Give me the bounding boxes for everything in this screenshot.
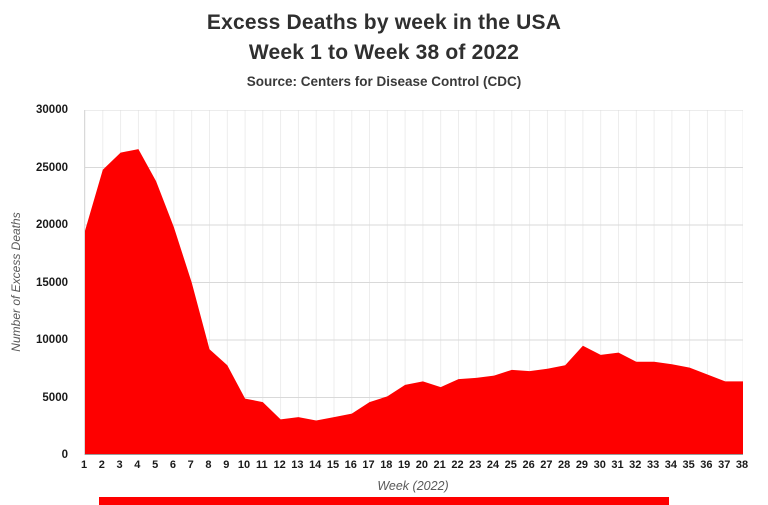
x-tick-label: 33 (646, 459, 660, 471)
x-tick-label: 14 (309, 459, 322, 471)
x-tick-label: 19 (397, 459, 411, 471)
x-tick-label: 2 (98, 459, 105, 471)
x-tick-label: 8 (205, 459, 212, 471)
x-tick-label: 5 (152, 459, 159, 471)
x-tick-label: 11 (256, 459, 268, 471)
x-tick-label: 1 (80, 459, 88, 471)
y-axis-tick-labels: 0 5000 10000 15000 20000 25000 30000 (0, 104, 76, 461)
x-tick-label: 31 (611, 459, 624, 471)
x-tick-label: 36 (700, 459, 713, 471)
x-tick-label: 25 (504, 459, 517, 471)
x-axis-title: Week (2022) (377, 479, 449, 493)
x-tick-label: 9 (223, 459, 230, 471)
x-tick-label: 29 (575, 459, 589, 471)
x-tick-label: 17 (362, 459, 375, 471)
x-tick-label: 37 (718, 459, 731, 471)
chart-header: Excess Deaths by week in the USA Week 1 … (0, 0, 768, 89)
x-tick-label: 35 (682, 459, 695, 471)
x-tick-label: 4 (134, 459, 141, 471)
x-tick-label: 13 (291, 459, 304, 471)
x-tick-label: 23 (469, 459, 482, 471)
excess-deaths-area-series (85, 149, 743, 455)
y-tick-label: 10000 (36, 334, 68, 346)
x-tick-label: 22 (451, 459, 464, 471)
y-tick-label: 25000 (36, 161, 68, 174)
x-tick-label: 34 (664, 459, 677, 471)
y-tick-label: 5000 (42, 391, 68, 404)
x-tick-label: 20 (415, 459, 429, 471)
chart-title-line-1: Excess Deaths by week in the USA (206, 11, 562, 34)
x-tick-label: 38 (735, 459, 749, 471)
y-tick-label: 30000 (36, 104, 68, 116)
excess-deaths-area-chart (85, 110, 743, 455)
x-tick-label: 10 (237, 459, 251, 471)
x-tick-label: 12 (273, 459, 286, 471)
x-tick-label: 18 (380, 459, 393, 471)
x-tick-label: 3 (116, 459, 123, 471)
x-tick-label: 6 (169, 459, 176, 471)
x-tick-label: 24 (486, 459, 500, 471)
x-tick-label: 15 (326, 459, 340, 471)
y-tick-label: 20000 (36, 219, 68, 231)
chart-source-subtitle: Source: Centers for Disease Control (CDC… (246, 73, 522, 89)
x-tick-label: 21 (433, 459, 446, 471)
x-tick-label: 28 (558, 459, 571, 471)
x-axis-tick-labels: 1 2 3 4 5 6 7 8 9 10 11 12 13 14 15 16 17 18 19 20 21 22 23 24 2… (80, 459, 748, 473)
x-tick-label: 30 (593, 459, 606, 471)
x-tick-label: 7 (187, 459, 194, 471)
x-tick-label: 16 (344, 459, 357, 471)
footer-red-bar (99, 497, 669, 505)
chart-title-line-2: Week 1 to Week 38 of 2022 (248, 41, 520, 65)
x-tick-label: 32 (629, 459, 642, 471)
y-tick-label: 0 (61, 449, 68, 461)
plot-area (84, 110, 743, 455)
x-tick-label: 27 (540, 459, 553, 471)
x-tick-label: 26 (522, 459, 535, 471)
y-tick-label: 15000 (36, 276, 68, 289)
